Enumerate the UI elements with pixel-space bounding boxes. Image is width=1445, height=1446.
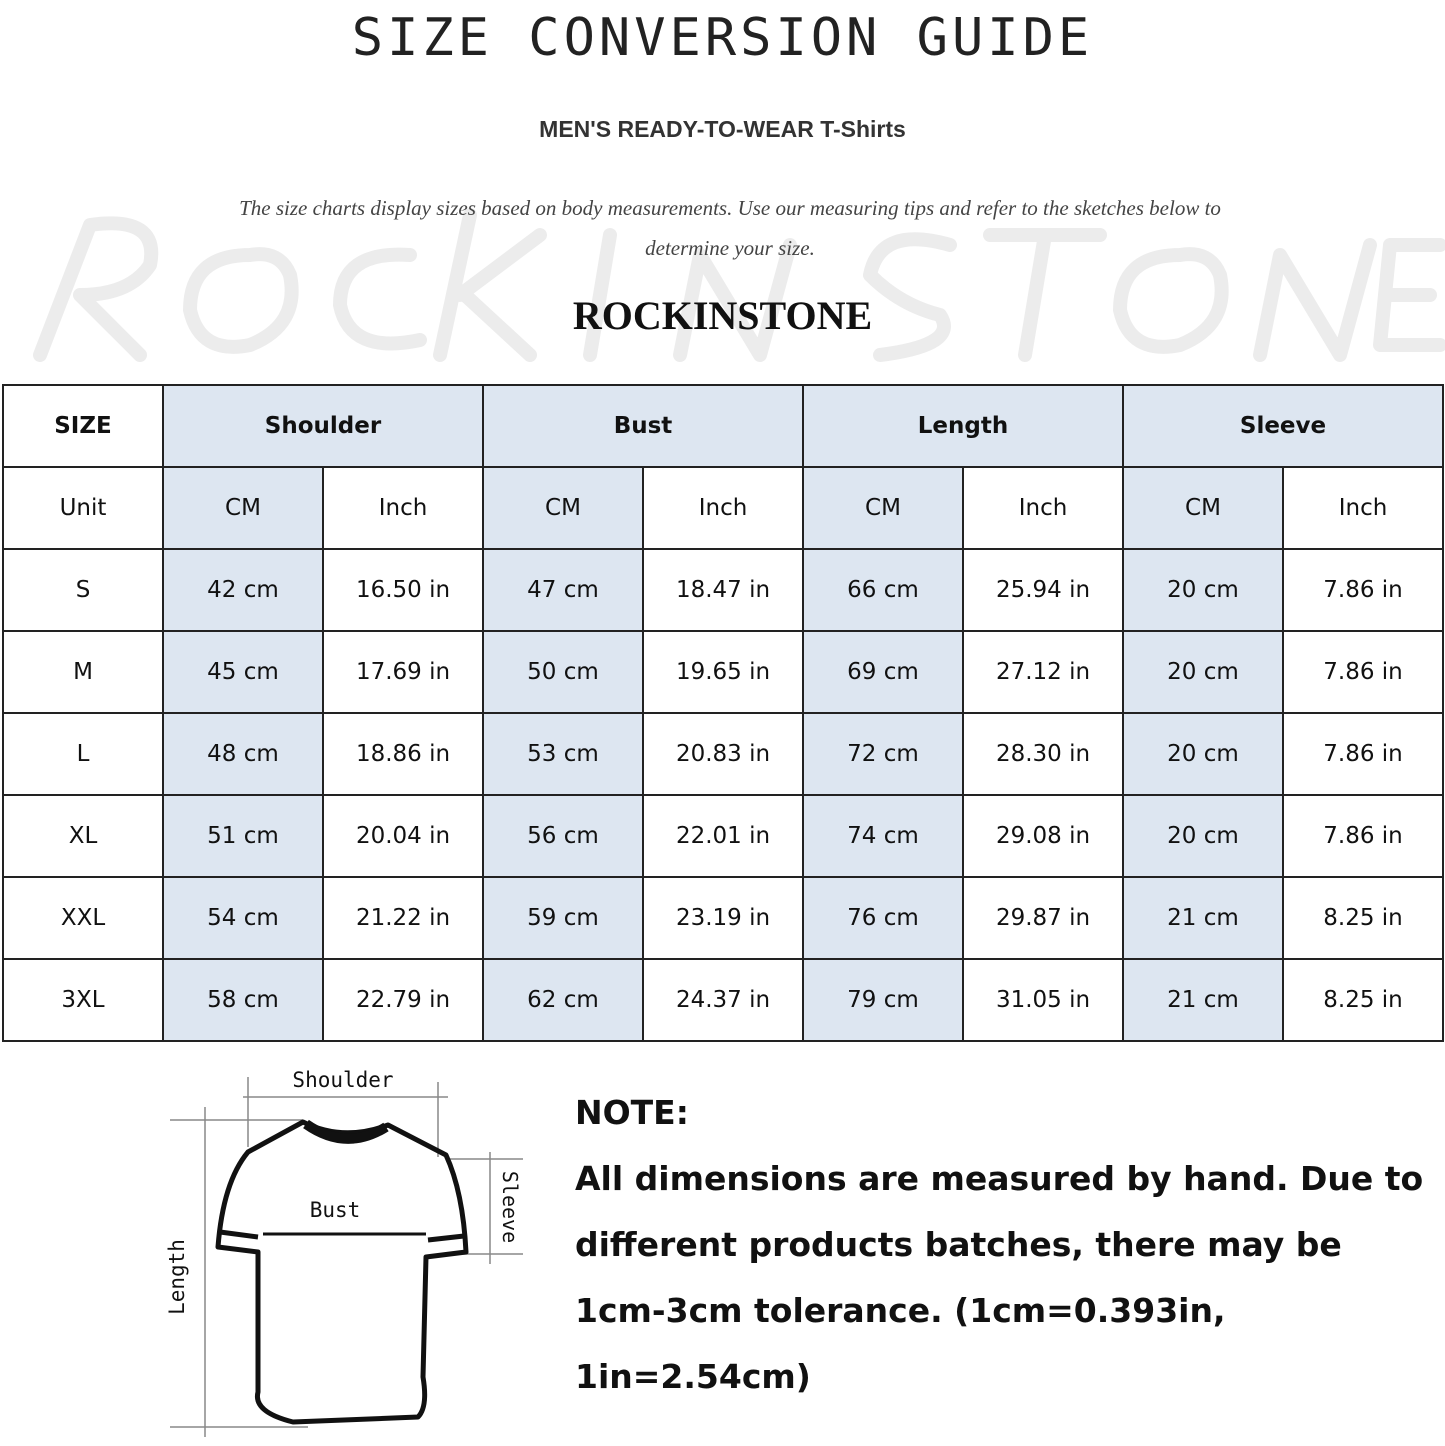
measurement-cell: 19.65 in: [642, 630, 804, 714]
measurement-cell: 20 cm: [1122, 712, 1284, 796]
size-cell: 3XL: [2, 958, 164, 1042]
page-title: SIZE CONVERSION GUIDE: [351, 8, 1094, 68]
description: The size charts display sizes based on b…: [239, 196, 1221, 260]
measurement-cell: 29.87 in: [962, 876, 1124, 960]
note-heading: NOTE:: [575, 1093, 689, 1132]
measurement-cell: 28.30 in: [962, 712, 1124, 796]
measurement-cell: 7.86 in: [1282, 794, 1444, 878]
measurement-cell: 18.86 in: [322, 712, 484, 796]
measurement-cell: 58 cm: [162, 958, 324, 1042]
measurement-cell: 51 cm: [162, 794, 324, 878]
table-row: XL 51 cm 20.04 in 56 cm 22.01 in 74 cm 29.08 i…: [2, 794, 1444, 878]
unit-cell: Inch: [962, 466, 1124, 550]
measurement-cell: 69 cm: [802, 630, 964, 714]
bust-label: Bust: [310, 1198, 361, 1222]
group-length: Length: [802, 384, 1124, 468]
measurement-cell: 7.86 in: [1282, 548, 1444, 632]
measurement-cell: 42 cm: [162, 548, 324, 632]
measurement-cell: 8.25 in: [1282, 876, 1444, 960]
measurement-cell: 27.12 in: [962, 630, 1124, 714]
watermark: [0, 195, 1445, 370]
table-row: XXL 54 cm 21.22 in 59 cm 23.19 in 76 cm 29.87 …: [2, 876, 1444, 960]
measurement-cell: 21 cm: [1122, 876, 1284, 960]
size-cell: XXL: [2, 876, 164, 960]
note-text: All dimensions are measured by hand. Due…: [575, 1159, 1424, 1396]
measurement-cell: 21 cm: [1122, 958, 1284, 1042]
table-row: 3XL 58 cm 22.79 in 62 cm 24.37 in 79 cm 31.05 …: [2, 958, 1444, 1042]
size-header: SIZE: [2, 384, 164, 468]
measurement-cell: 18.47 in: [642, 548, 804, 632]
measurement-cell: 24.37 in: [642, 958, 804, 1042]
table-row: M 45 cm 17.69 in 50 cm 19.65 in 69 cm 27.12 in…: [2, 630, 1444, 714]
measurement-cell: 20 cm: [1122, 548, 1284, 632]
measurement-cell: 66 cm: [802, 548, 964, 632]
measurement-cell: 23.19 in: [642, 876, 804, 960]
unit-cell: CM: [162, 466, 324, 550]
size-table: SIZE Shoulder Bust Length Sleeve Unit CM…: [2, 384, 1444, 1042]
tshirt-sketch: Shoulder Bust Sleeve Length: [148, 1052, 543, 1442]
unit-cell: CM: [482, 466, 644, 550]
measurement-cell: 45 cm: [162, 630, 324, 714]
size-cell: M: [2, 630, 164, 714]
header-row: SIZE Shoulder Bust Length Sleeve: [2, 384, 1444, 468]
group-shoulder: Shoulder: [162, 384, 484, 468]
length-label: Length: [165, 1239, 189, 1315]
tshirt-icon: Shoulder Bust Sleeve Length: [165, 1068, 523, 1437]
shoulder-label: Shoulder: [292, 1068, 393, 1092]
page-subtitle: MEN'S READY-TO-WEAR T-Shirts: [539, 116, 906, 142]
unit-cell: CM: [802, 466, 964, 550]
measurement-cell: 17.69 in: [322, 630, 484, 714]
size-cell: S: [2, 548, 164, 632]
unit-cell: Inch: [1282, 466, 1444, 550]
measurement-cell: 72 cm: [802, 712, 964, 796]
measurement-cell: 31.05 in: [962, 958, 1124, 1042]
measurement-cell: 20 cm: [1122, 630, 1284, 714]
unit-cell: Inch: [642, 466, 804, 550]
measurement-cell: 59 cm: [482, 876, 644, 960]
unit-row: Unit CM Inch CM Inch CM Inch CM Inch: [2, 466, 1444, 550]
measurement-cell: 22.79 in: [322, 958, 484, 1042]
size-cell: XL: [2, 794, 164, 878]
table-row: S 42 cm 16.50 in 47 cm 18.47 in 66 cm 25.94 in…: [2, 548, 1444, 632]
measurement-cell: 47 cm: [482, 548, 644, 632]
measurement-cell: 20.83 in: [642, 712, 804, 796]
measurement-cell: 25.94 in: [962, 548, 1124, 632]
brand-name: ROCKINSTONE: [572, 293, 873, 338]
measurement-cell: 56 cm: [482, 794, 644, 878]
size-cell: L: [2, 712, 164, 796]
measurement-cell: 16.50 in: [322, 548, 484, 632]
measurement-cell: 7.86 in: [1282, 712, 1444, 796]
measurement-cell: 7.86 in: [1282, 630, 1444, 714]
measurement-cell: 20.04 in: [322, 794, 484, 878]
measurement-cell: 79 cm: [802, 958, 964, 1042]
measurement-cell: 8.25 in: [1282, 958, 1444, 1042]
measurement-cell: 62 cm: [482, 958, 644, 1042]
watermark-brush-icon: [33, 208, 1445, 362]
measurement-cell: 21.22 in: [322, 876, 484, 960]
measurement-cell: 20 cm: [1122, 794, 1284, 878]
measurement-cell: 54 cm: [162, 876, 324, 960]
measurement-cell: 74 cm: [802, 794, 964, 878]
unit-cell: CM: [1122, 466, 1284, 550]
measurement-cell: 22.01 in: [642, 794, 804, 878]
measurement-cell: 29.08 in: [962, 794, 1124, 878]
measurement-cell: 76 cm: [802, 876, 964, 960]
group-sleeve: Sleeve: [1122, 384, 1444, 468]
sleeve-label: Sleeve: [498, 1171, 522, 1243]
table-row: L 48 cm 18.86 in 53 cm 20.83 in 72 cm 28.30 in…: [2, 712, 1444, 796]
measurement-cell: 53 cm: [482, 712, 644, 796]
note: NOTE: All dimensions are measured by han…: [575, 1080, 1435, 1410]
unit-label: Unit: [2, 466, 164, 550]
measurement-cell: 48 cm: [162, 712, 324, 796]
unit-cell: Inch: [322, 466, 484, 550]
measurement-cell: 50 cm: [482, 630, 644, 714]
group-bust: Bust: [482, 384, 804, 468]
